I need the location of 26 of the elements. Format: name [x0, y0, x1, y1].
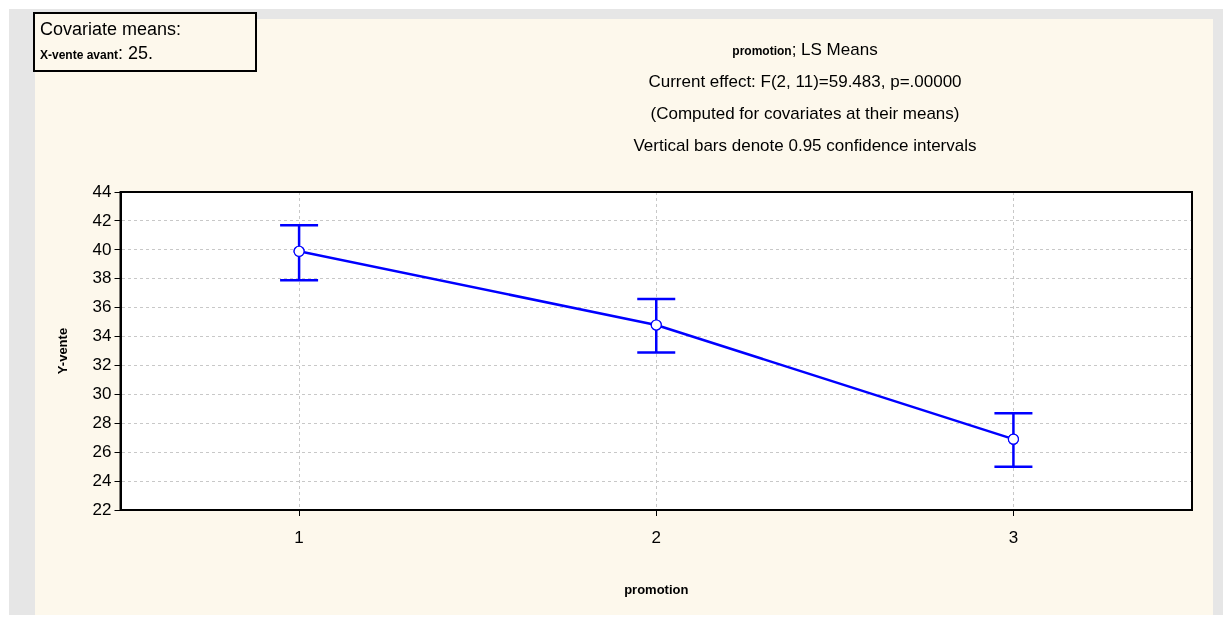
- x-tick-label: 1: [294, 527, 304, 547]
- text: Covariate means:: [40, 18, 183, 41]
- y-tick-label: 44: [92, 181, 112, 201]
- point: [1007, 433, 1020, 445]
- y-tick-label: 40: [92, 239, 112, 259]
- point: [293, 245, 305, 257]
- y-tick-label: 32: [92, 355, 112, 375]
- text: (Computed for covariates at their means): [649, 104, 961, 124]
- x-tick-label: 3: [1008, 527, 1019, 547]
- y-tick-label: 38: [92, 268, 112, 288]
- y-tick-label: 34: [92, 326, 112, 346]
- y-tick-label: 42: [92, 210, 112, 230]
- text: X-vente avant: 25.: [40, 43, 154, 63]
- chart-title: promotion; LS Means: [732, 40, 878, 59]
- y-tick-label: 26: [92, 441, 112, 461]
- y-tick-label: 28: [92, 412, 112, 432]
- y-tick-label: 24: [92, 470, 112, 490]
- chart-subtitle: Current effect: F(2, 11)=59.483, p=.00000: [647, 72, 963, 92]
- y-axis-title: Y-vente: [55, 327, 71, 375]
- y-tick-label: 22: [92, 499, 112, 519]
- x-axis-title: promotion: [624, 581, 689, 597]
- text: Vertical bars denote 0.95 confidence intervals: [632, 136, 978, 156]
- y-tick-label: 36: [92, 297, 112, 317]
- point: [650, 319, 662, 331]
- x-tick-label: 2: [651, 527, 661, 547]
- y-tick-label: 30: [92, 384, 112, 404]
